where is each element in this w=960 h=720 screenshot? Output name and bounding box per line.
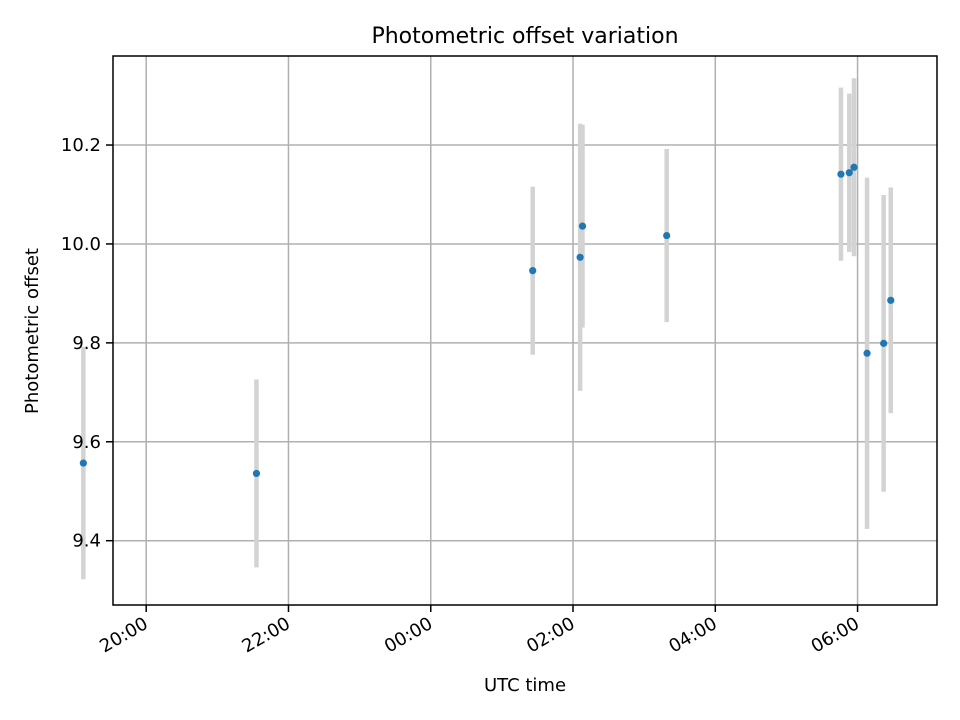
x-axis-label: UTC time <box>484 675 566 696</box>
errorbars <box>81 78 894 580</box>
y-axis-label: Photometric offset <box>22 248 43 414</box>
y-ticks: 9.4 9.6 9.8 10.0 10.2 <box>61 135 113 552</box>
y-tick-label: 9.4 <box>72 531 101 552</box>
x-ticks: 20:00 22:00 00:00 02:00 04:00 06:00 <box>96 605 863 657</box>
x-tick-label: 00:00 <box>381 613 436 657</box>
y-tick-label: 10.0 <box>61 234 101 255</box>
plot-frame <box>112 55 938 606</box>
x-tick-label: 20:00 <box>96 613 151 657</box>
y-tick-label: 10.2 <box>61 135 101 156</box>
data-point <box>578 222 587 230</box>
data-point <box>576 253 584 261</box>
data-point <box>863 349 871 357</box>
data-point <box>837 170 845 178</box>
data-point <box>887 296 895 304</box>
data-point <box>529 267 537 275</box>
data-point <box>880 339 888 347</box>
grid <box>113 56 937 605</box>
x-tick-label: 22:00 <box>239 613 294 657</box>
data-point <box>850 163 858 171</box>
x-tick-label: 06:00 <box>808 613 863 657</box>
data-point <box>79 459 87 467</box>
chart-title: Photometric offset variation <box>371 24 678 49</box>
y-tick-label: 9.8 <box>72 333 101 354</box>
data-point <box>663 231 671 240</box>
y-tick-label: 9.6 <box>72 432 101 453</box>
data-points <box>79 163 895 478</box>
data-point <box>252 469 261 478</box>
x-tick-label: 04:00 <box>665 613 720 657</box>
x-tick-label: 02:00 <box>523 613 578 657</box>
data-point <box>845 169 853 177</box>
